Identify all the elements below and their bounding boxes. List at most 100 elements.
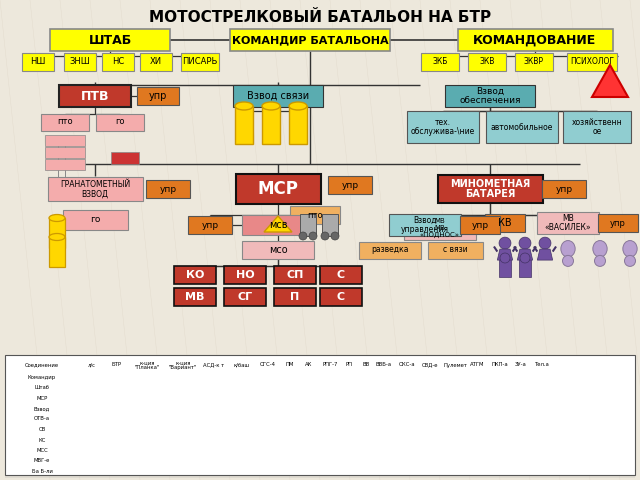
FancyBboxPatch shape [567,53,617,71]
Text: МСР: МСР [36,396,47,400]
FancyBboxPatch shape [64,53,96,71]
Text: ПМ: ПМ [286,362,294,368]
Text: к-ция
"Планка": к-ция "Планка" [134,360,159,370]
Text: Взвод связи: Взвод связи [247,91,309,101]
Circle shape [520,253,530,263]
Circle shape [539,237,551,249]
FancyBboxPatch shape [537,212,599,234]
Text: упр: упр [610,218,626,228]
Text: пто: пто [307,211,323,219]
Text: КОМАНДИР БАТАЛЬОНА: КОМАНДИР БАТАЛЬОНА [232,35,388,45]
Text: МСР: МСР [257,180,298,198]
Text: АСД-к т: АСД-к т [204,362,225,368]
Circle shape [299,232,307,240]
Text: ЗКВР: ЗКВР [524,58,544,67]
FancyBboxPatch shape [320,266,362,284]
FancyBboxPatch shape [485,214,525,232]
Circle shape [331,232,339,240]
Circle shape [519,237,531,249]
Ellipse shape [623,240,637,257]
FancyBboxPatch shape [458,29,612,51]
FancyBboxPatch shape [230,29,390,51]
FancyBboxPatch shape [22,53,54,71]
FancyBboxPatch shape [486,111,558,143]
Text: РП: РП [346,362,353,368]
Text: ОГС-4: ОГС-4 [260,362,276,368]
Polygon shape [517,249,532,260]
Polygon shape [497,249,513,260]
Circle shape [321,232,329,240]
FancyBboxPatch shape [389,214,461,236]
Ellipse shape [49,233,65,240]
Text: ОТВ-а: ОТВ-а [34,417,50,421]
Text: тех.
обслужива-\ние: тех. обслужива-\ние [411,118,475,136]
Text: ШТАБ: ШТАБ [88,34,132,47]
Text: мсв: мсв [269,220,287,230]
Text: к/баш: к/баш [234,362,250,368]
Text: ВВ: ВВ [362,362,370,368]
FancyBboxPatch shape [322,214,338,236]
Text: НС: НС [112,58,124,67]
Text: КС: КС [38,437,45,443]
FancyBboxPatch shape [421,53,459,71]
Ellipse shape [262,102,280,110]
Circle shape [500,253,510,263]
FancyBboxPatch shape [47,177,143,201]
Text: П: П [291,292,300,302]
Text: упр: упр [149,91,167,101]
FancyBboxPatch shape [96,113,144,131]
FancyBboxPatch shape [499,259,511,277]
Text: упр: упр [202,220,219,229]
Text: ПИСАРЬ: ПИСАРЬ [182,58,218,67]
Text: МВГ-е: МВГ-е [34,458,50,464]
FancyBboxPatch shape [224,266,266,284]
Text: ЗНШ: ЗНШ [70,58,90,67]
Text: Соединение: Соединение [25,362,59,368]
FancyBboxPatch shape [59,85,131,107]
FancyBboxPatch shape [515,53,553,71]
FancyBboxPatch shape [598,214,638,232]
Text: упр: упр [341,180,358,190]
FancyBboxPatch shape [300,214,316,236]
Ellipse shape [563,255,573,266]
Text: с вязи: с вязи [443,245,467,254]
FancyBboxPatch shape [328,176,372,194]
Text: С: С [337,292,345,302]
FancyBboxPatch shape [519,259,531,277]
FancyBboxPatch shape [445,85,535,107]
FancyBboxPatch shape [274,288,316,306]
Text: СП: СП [286,270,304,280]
Text: ЗКВ: ЗКВ [479,58,495,67]
FancyBboxPatch shape [45,134,85,145]
Text: НШ: НШ [30,58,45,67]
Circle shape [309,232,317,240]
FancyBboxPatch shape [289,106,307,144]
Text: ЗУ-а: ЗУ-а [515,362,527,368]
Text: упр: упр [472,220,488,229]
Ellipse shape [625,255,636,266]
FancyBboxPatch shape [242,241,314,259]
FancyBboxPatch shape [45,146,85,157]
Text: ПТВ: ПТВ [81,89,109,103]
Text: го: го [90,216,100,225]
FancyBboxPatch shape [49,218,65,248]
FancyBboxPatch shape [49,237,65,267]
FancyBboxPatch shape [262,106,280,144]
Ellipse shape [235,102,253,110]
Circle shape [499,237,511,249]
Text: пто: пто [57,118,73,127]
FancyBboxPatch shape [274,266,316,284]
Text: СГ: СГ [237,292,253,302]
Text: АК: АК [305,362,313,368]
Text: л/с: л/с [88,362,96,368]
Text: ОКС-а: ОКС-а [399,362,415,368]
FancyBboxPatch shape [140,53,172,71]
Text: Командир: Командир [28,374,56,380]
Ellipse shape [289,102,307,110]
FancyBboxPatch shape [542,180,586,198]
Ellipse shape [561,240,575,257]
Text: ПСИХОЛОГ: ПСИХОЛОГ [570,58,614,67]
Text: автомобильное: автомобильное [491,122,553,132]
Text: ГРАНАТОМЕТНЫЙ
ВЗВОД: ГРАНАТОМЕТНЫЙ ВЗВОД [60,180,130,198]
Text: РПГ-7: РПГ-7 [323,362,338,368]
